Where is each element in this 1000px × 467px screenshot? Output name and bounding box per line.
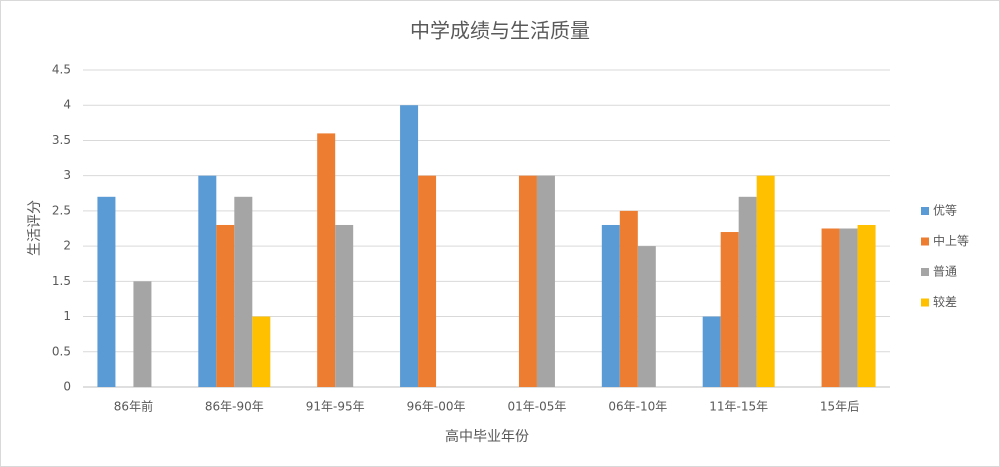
y-tick-label: 4.5 bbox=[52, 63, 71, 77]
bar bbox=[97, 196, 116, 387]
bar bbox=[198, 175, 217, 387]
y-tick-label: 2 bbox=[63, 239, 71, 253]
x-axis-title: 高中毕业年份 bbox=[445, 428, 529, 445]
bar bbox=[216, 224, 235, 387]
legend-label: 中上等 bbox=[933, 233, 969, 248]
x-tick-label: 15年后 bbox=[820, 400, 859, 414]
bar bbox=[133, 281, 152, 387]
bar bbox=[335, 224, 354, 387]
bar bbox=[857, 224, 876, 387]
bar bbox=[720, 232, 739, 387]
x-tick-label: 06年-10年 bbox=[608, 400, 667, 414]
legend-swatch bbox=[921, 298, 929, 307]
bar bbox=[536, 175, 555, 387]
y-tick-label: 1 bbox=[63, 309, 71, 323]
y-tick-label: 2.5 bbox=[52, 203, 71, 217]
bar bbox=[601, 224, 620, 387]
bar bbox=[738, 196, 757, 387]
bar bbox=[234, 196, 253, 387]
bar bbox=[252, 316, 271, 387]
x-tick-label: 91年-95年 bbox=[306, 400, 365, 414]
bar bbox=[756, 175, 775, 387]
x-tick-label: 86年-90年 bbox=[205, 400, 264, 414]
bar bbox=[518, 175, 537, 387]
bar bbox=[702, 316, 721, 387]
chart-title: 中学成绩与生活质量 bbox=[410, 19, 590, 43]
x-tick-label: 96年-00年 bbox=[407, 400, 466, 414]
x-tick-label: 11年-15年 bbox=[709, 400, 768, 414]
x-tick-label: 01年-05年 bbox=[508, 400, 567, 414]
y-tick-label: 3.5 bbox=[52, 133, 71, 147]
bar bbox=[839, 228, 858, 387]
bar bbox=[619, 210, 638, 387]
bar bbox=[317, 133, 336, 387]
y-tick-label: 0 bbox=[63, 380, 71, 394]
bar bbox=[400, 105, 419, 387]
legend-label: 优等 bbox=[933, 204, 957, 218]
y-tick-label: 3 bbox=[63, 168, 71, 182]
bar bbox=[637, 246, 656, 387]
legend-swatch bbox=[921, 207, 929, 215]
legend-label: 普通 bbox=[933, 265, 957, 279]
x-tick-label: 86年前 bbox=[114, 399, 153, 414]
y-tick-label: 1.5 bbox=[52, 274, 71, 288]
legend-swatch bbox=[921, 237, 929, 246]
legend-swatch bbox=[921, 268, 929, 276]
bar bbox=[418, 175, 437, 387]
bar bbox=[821, 228, 840, 387]
legend-label: 较差 bbox=[933, 294, 957, 309]
y-tick-label: 4 bbox=[63, 98, 71, 112]
y-axis-title: 生活评分 bbox=[27, 200, 43, 256]
y-tick-label: 0.5 bbox=[52, 344, 71, 358]
